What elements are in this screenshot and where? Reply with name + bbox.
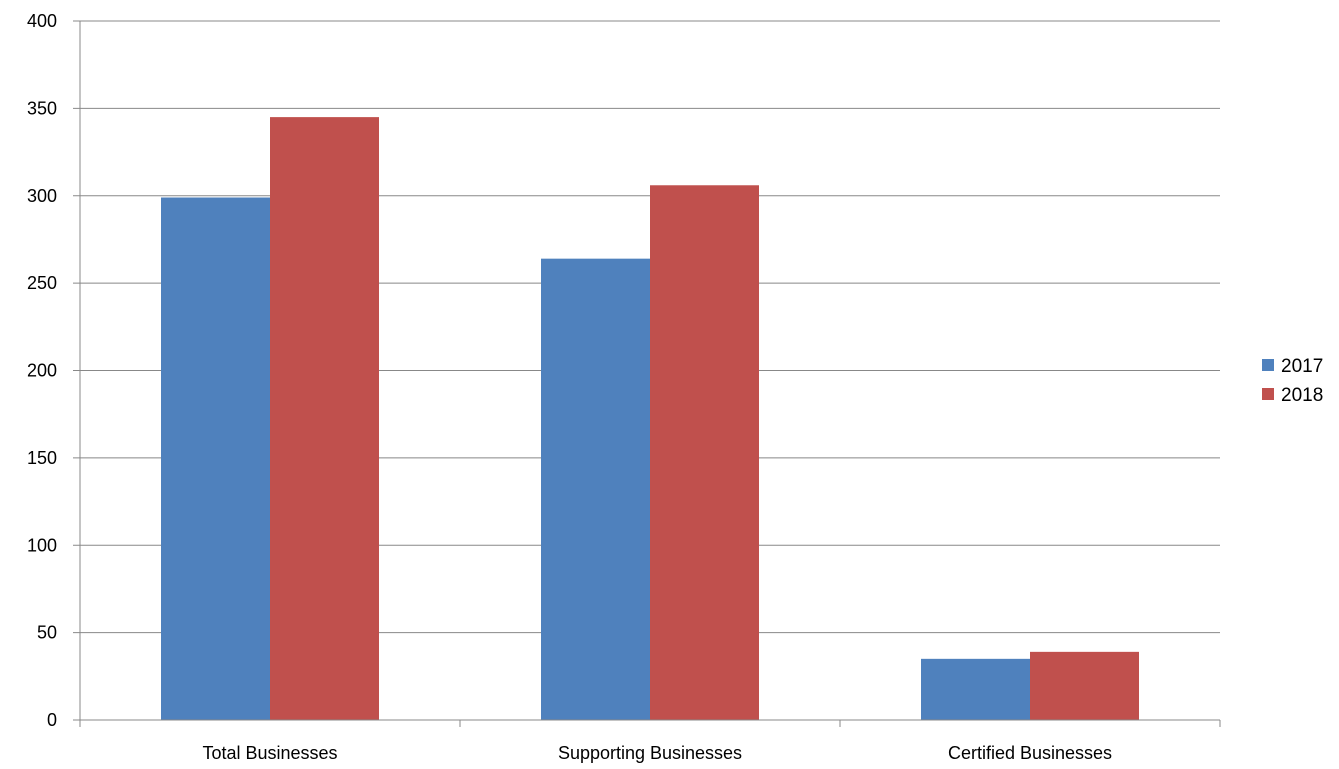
y-axis-ticks: 0 50 100 150 200 250 300 350 400 [27,11,80,730]
legend-label-2017: 2017 [1281,356,1323,377]
legend: 2017 2018 [1262,356,1323,406]
bar-2018-1 [650,185,759,720]
y-tick-label: 250 [27,273,57,293]
bars [161,117,1139,721]
y-tick-label: 150 [27,448,57,468]
bar-2017-1 [541,258,650,720]
y-tick-label: 0 [47,710,57,730]
x-category-label: Total Businesses [202,743,337,763]
legend-swatch-2017 [1262,359,1274,371]
legend-swatch-2018 [1262,388,1274,400]
y-tick-label: 100 [27,535,57,555]
bar-2017-0 [161,197,270,720]
y-tick-label: 400 [27,11,57,31]
bar-2018-0 [270,117,379,721]
y-tick-label: 350 [27,98,57,118]
y-tick-label: 50 [37,623,57,643]
x-axis-categories: Total Businesses Supporting Businesses Cer… [202,743,1112,763]
bar-2018-2 [1030,651,1139,720]
y-tick-label: 300 [27,186,57,206]
y-tick-label: 200 [27,361,57,381]
x-category-label: Supporting Businesses [558,743,742,763]
bar-2017-2 [921,658,1030,720]
x-category-label: Certified Businesses [948,743,1112,763]
legend-label-2018: 2018 [1281,385,1323,406]
